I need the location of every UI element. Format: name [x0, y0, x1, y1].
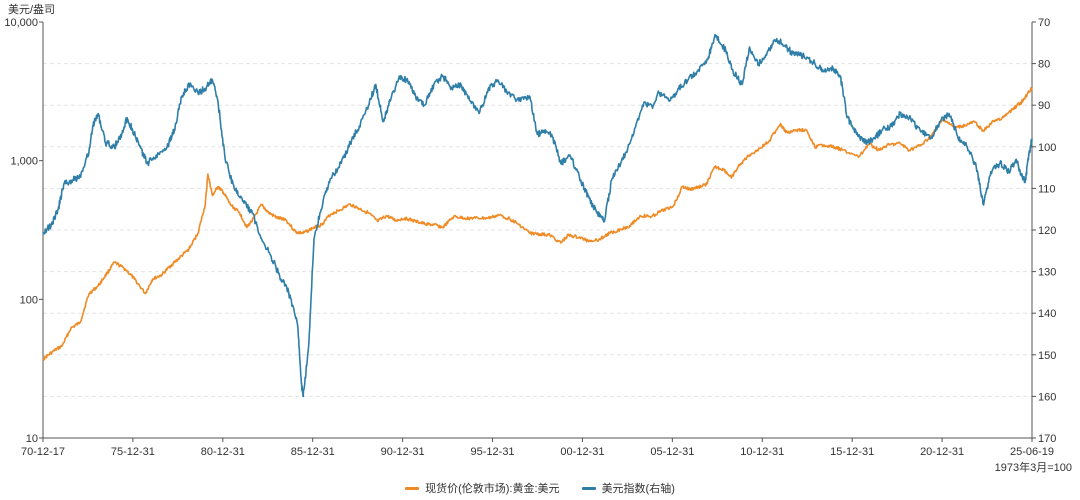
right-tick-label: 140 — [1038, 308, 1056, 320]
left-tick-label: 10,000 — [4, 17, 38, 29]
chart-series — [42, 33, 1033, 398]
left-tick-label: 100 — [20, 294, 38, 306]
x-tick-label: 85-12-31 — [291, 446, 335, 458]
chart-grid — [43, 63, 1032, 397]
x-tick-label: 80-12-31 — [201, 446, 245, 458]
x-tick-label: 05-12-31 — [650, 446, 694, 458]
x-tick-label: 25-06-19 — [1010, 446, 1054, 458]
right-tick-label: 170 — [1038, 433, 1056, 445]
x-tick-label: 15-12-31 — [830, 446, 874, 458]
right-axis-note: 1973年3月=100 — [995, 460, 1072, 474]
legend-swatch-usd-index — [581, 486, 596, 490]
right-tick-label: 120 — [1038, 225, 1056, 237]
x-tick-label: 90-12-31 — [381, 446, 425, 458]
right-tick-label: 160 — [1038, 391, 1056, 403]
legend-item-gold: 现货价(伦敦市场):黄金:美元 — [405, 480, 560, 496]
x-tick-label: 20-12-31 — [920, 446, 964, 458]
right-tick-label: 130 — [1038, 267, 1056, 279]
legend-item-usd-index: 美元指数(右轴) — [581, 480, 675, 496]
legend-label-usd-index: 美元指数(右轴) — [601, 483, 675, 495]
chart-labels: 10 100 1,000 10,000 70 80 90 100 110 120 130 140 150… — [4, 2, 1072, 474]
right-tick-label: 80 — [1038, 59, 1050, 71]
chart-legend: 现货价(伦敦市场):黄金:美元 美元指数(右轴) — [0, 480, 1080, 496]
x-tick-label: 75-12-31 — [111, 446, 155, 458]
x-tick-label: 95-12-31 — [471, 446, 515, 458]
legend-swatch-gold — [405, 486, 420, 490]
right-tick-label: 150 — [1038, 350, 1056, 362]
left-tick-label: 10 — [26, 433, 38, 445]
right-tick-label: 100 — [1038, 142, 1056, 154]
chart-axes — [39, 21, 1036, 442]
series-line-gold — [42, 87, 1033, 361]
right-tick-label: 90 — [1038, 100, 1050, 112]
left-axis-unit: 美元/盎司 — [8, 2, 55, 16]
series-line-usd-index — [42, 33, 1033, 398]
left-tick-label: 1,000 — [10, 156, 38, 168]
right-tick-label: 110 — [1038, 183, 1056, 195]
x-tick-label: 10-12-31 — [740, 446, 784, 458]
legend-label-gold: 现货价(伦敦市场):黄金:美元 — [425, 483, 560, 495]
x-tick-label: 00-12-31 — [560, 446, 604, 458]
right-tick-label: 70 — [1038, 17, 1050, 29]
x-tick-label: 70-12-17 — [21, 446, 65, 458]
